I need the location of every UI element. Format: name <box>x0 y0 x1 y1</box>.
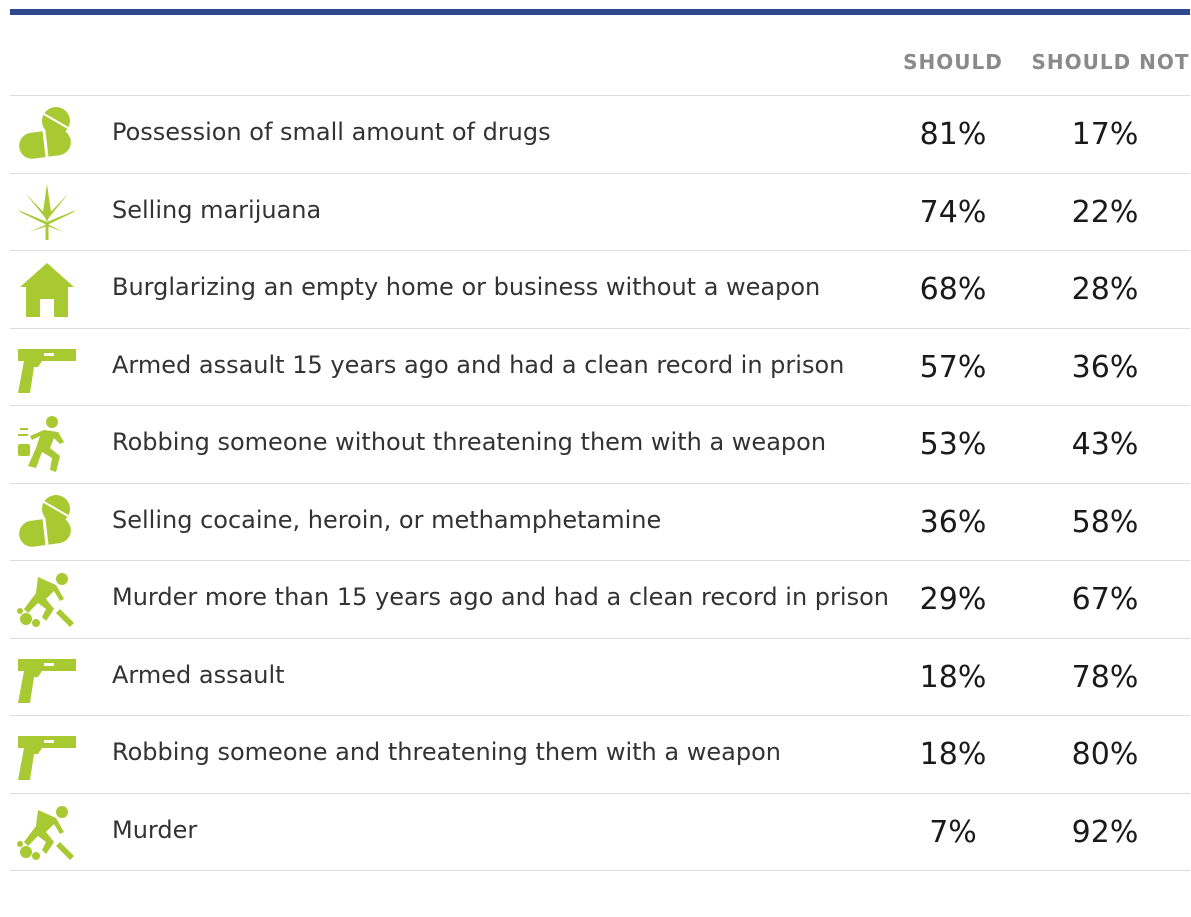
column-header-should-not: SHOULD NOT <box>1031 50 1190 74</box>
table-row: Burglarizing an empty home or business w… <box>10 250 1190 327</box>
row-divider <box>10 870 1190 871</box>
should-value: 53% <box>919 427 987 462</box>
house-icon <box>16 259 78 319</box>
pills-icon <box>16 104 78 164</box>
should-not-value: 67% <box>1071 582 1139 617</box>
table-row: Selling marijuana 74% 22% <box>10 173 1190 250</box>
column-header-should: SHOULD <box>903 50 1003 74</box>
table-row: Armed assault 18% 78% <box>10 638 1190 715</box>
row-divider <box>10 560 1190 561</box>
table-row: Murder more than 15 years ago and had a … <box>10 560 1190 637</box>
should-not-value: 36% <box>1071 349 1139 385</box>
should-value: 81% <box>919 117 987 152</box>
cannabis-leaf-icon <box>16 182 78 242</box>
table-row: Murder 7% 92% <box>10 793 1190 870</box>
table-row: Selling cocaine, heroin, or methamphetam… <box>10 483 1190 560</box>
table-row: Armed assault 15 years ago and had a cle… <box>10 328 1190 405</box>
should-value: 18% <box>919 659 987 695</box>
row-divider <box>10 327 1190 329</box>
should-not-value: 43% <box>1071 427 1139 462</box>
should-not-value: 92% <box>1071 814 1139 850</box>
row-label: Burglarizing an empty home or business w… <box>112 273 821 301</box>
row-divider <box>10 95 1190 96</box>
should-value: 36% <box>919 504 987 540</box>
row-divider <box>10 482 1190 484</box>
murder-victim-icon <box>16 802 78 862</box>
row-label: Murder more than 15 years ago and had a … <box>112 583 889 611</box>
row-divider <box>10 792 1190 794</box>
row-label: Robbing someone without threatening them… <box>112 428 827 456</box>
row-divider <box>10 637 1190 639</box>
should-value: 74% <box>919 194 987 230</box>
should-value: 29% <box>919 582 987 617</box>
should-not-value: 80% <box>1071 737 1139 772</box>
should-value: 18% <box>919 737 987 772</box>
running-thief-icon <box>16 414 78 474</box>
pills-icon <box>16 492 78 552</box>
row-label: Armed assault 15 years ago and had a cle… <box>112 350 845 379</box>
row-label: Murder <box>112 815 198 844</box>
row-divider <box>10 250 1190 251</box>
gun-icon <box>16 724 78 784</box>
row-label: Robbing someone and threatening them wit… <box>112 738 781 766</box>
table-row: Robbing someone without threatening them… <box>10 405 1190 482</box>
should-value: 57% <box>919 349 987 385</box>
should-not-value: 28% <box>1071 272 1139 307</box>
should-not-value: 58% <box>1071 504 1139 540</box>
should-not-value: 22% <box>1071 194 1139 230</box>
should-not-value: 78% <box>1071 659 1139 695</box>
row-divider <box>10 172 1190 174</box>
gun-icon <box>16 337 78 397</box>
row-divider <box>10 715 1190 716</box>
murder-victim-icon <box>16 569 78 629</box>
table-row: Possession of small amount of drugs 81% 17… <box>10 95 1190 172</box>
should-value: 7% <box>929 814 977 850</box>
row-label: Selling marijuana <box>112 195 322 224</box>
row-label: Selling cocaine, heroin, or methamphetam… <box>112 505 662 534</box>
should-not-value: 17% <box>1071 117 1139 152</box>
should-value: 68% <box>919 272 987 307</box>
top-accent-bar <box>10 9 1190 15</box>
row-divider <box>10 405 1190 406</box>
table-row: Robbing someone and threatening them wit… <box>10 715 1190 792</box>
row-label: Possession of small amount of drugs <box>112 118 551 146</box>
row-label: Armed assault <box>112 660 285 689</box>
gun-icon <box>16 647 78 707</box>
